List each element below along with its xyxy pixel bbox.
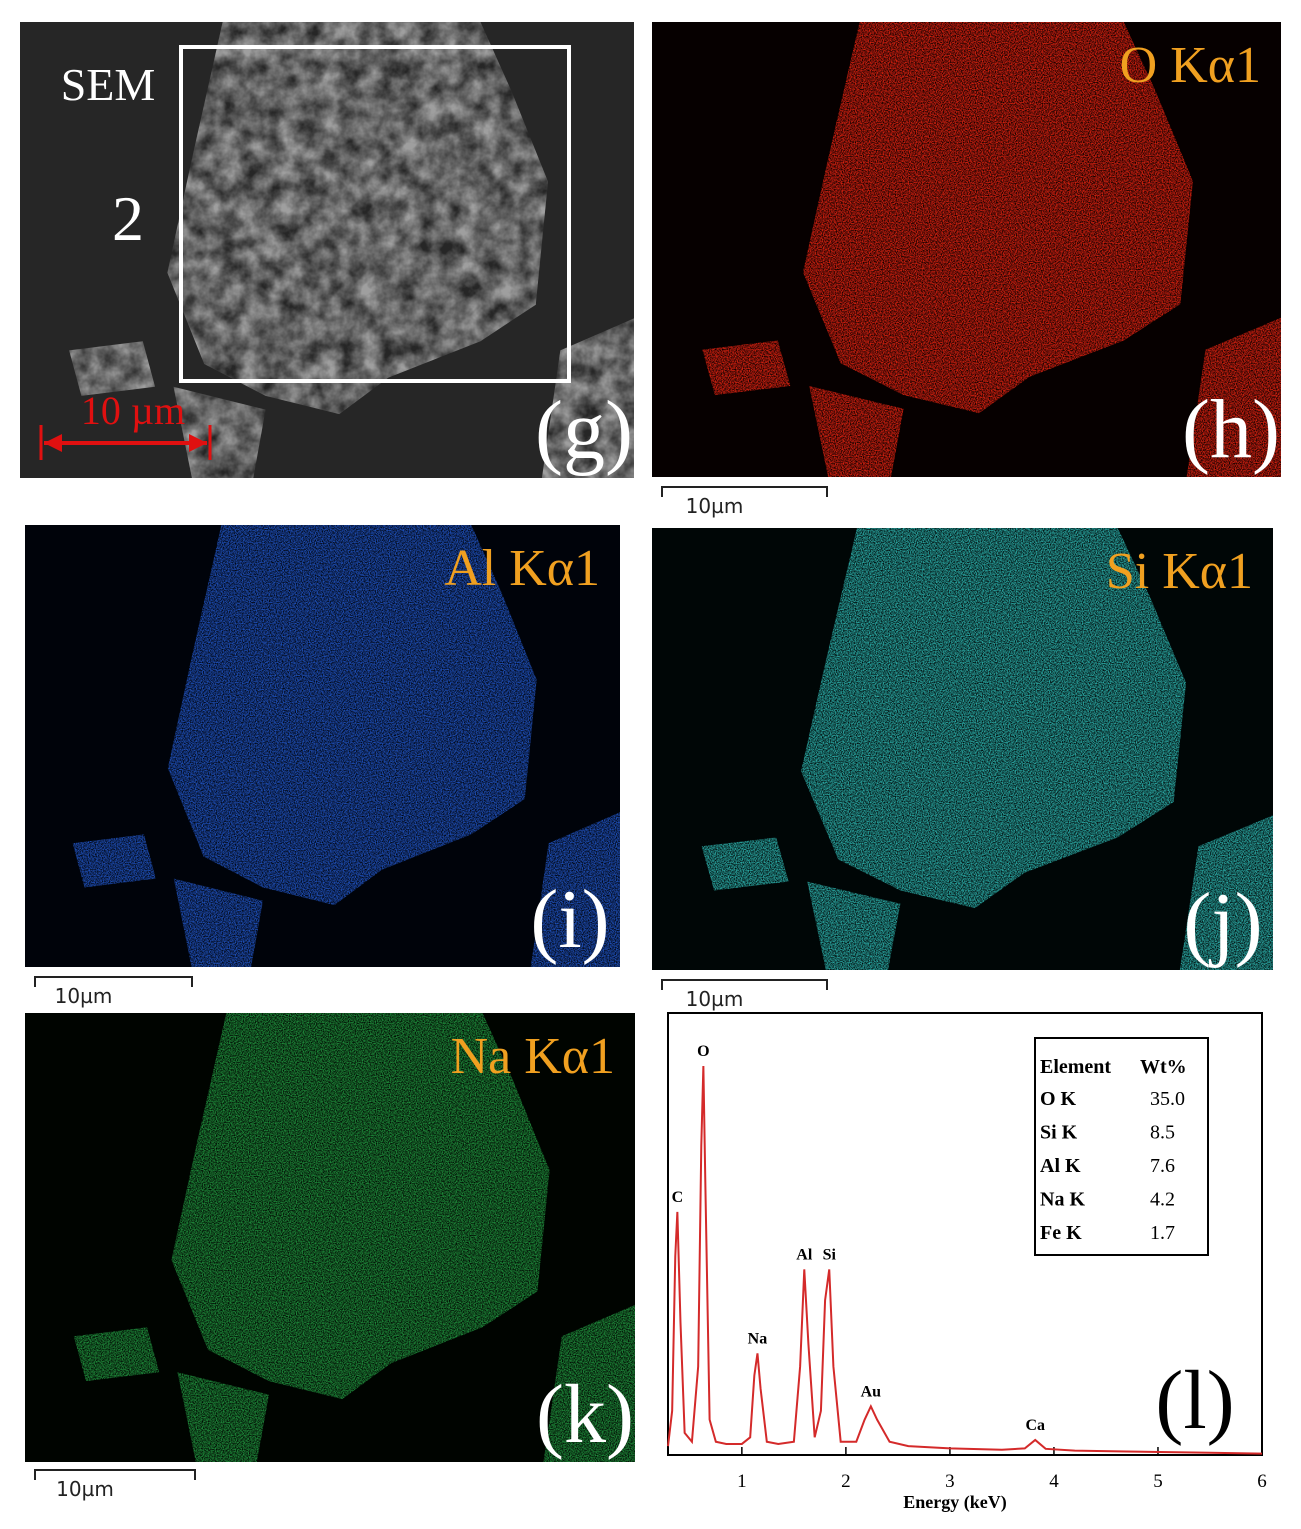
- scale-bar: [34, 976, 193, 987]
- panel-label: (i): [530, 873, 609, 966]
- table-header: Wt%: [1140, 1056, 1187, 1078]
- x-tick-label: 2: [841, 1471, 851, 1492]
- table-cell: 1.7: [1150, 1222, 1175, 1244]
- particle: [72, 834, 156, 888]
- table-cell: 7.6: [1150, 1155, 1175, 1177]
- scale-bar-label: 10 µm: [81, 388, 185, 433]
- scale-bar-label: 10µm: [56, 1477, 114, 1501]
- panel-label: (k): [536, 1368, 634, 1461]
- arrow-head: [189, 434, 207, 452]
- panel-title: Na Kα1: [451, 1028, 615, 1085]
- table-cell: Na K: [1040, 1189, 1085, 1211]
- peak-label: Au: [861, 1383, 882, 1400]
- peak-label: Ca: [1025, 1417, 1045, 1434]
- table-cell: 4.2: [1150, 1189, 1175, 1211]
- panel-title: Si Kα1: [1106, 543, 1253, 600]
- scale-bar: [34, 1469, 196, 1480]
- panel-title: O Kα1: [1120, 37, 1261, 94]
- particle: [543, 1304, 635, 1462]
- element-map: [72, 525, 620, 967]
- table-cell: Fe K: [1040, 1222, 1082, 1244]
- scale-bar-label: 10µm: [686, 987, 744, 1011]
- particle: [173, 878, 263, 967]
- region-label: 2: [112, 183, 144, 254]
- peak-label: O: [697, 1043, 709, 1060]
- particle: [541, 318, 634, 478]
- table-cell: 8.5: [1150, 1122, 1175, 1144]
- particle: [1179, 815, 1273, 970]
- element-map: [73, 1013, 635, 1462]
- panel-label: (l): [1155, 1354, 1234, 1447]
- element-map: [69, 22, 634, 478]
- scale-bar-label: 10µm: [55, 984, 113, 1008]
- peak-label: C: [672, 1189, 684, 1206]
- particle: [801, 528, 1187, 909]
- x-tick-label: 3: [945, 1471, 955, 1492]
- particle: [807, 881, 901, 970]
- table-cell: O K: [1040, 1088, 1077, 1110]
- peak-label: Si: [823, 1246, 837, 1263]
- particle: [167, 22, 549, 415]
- arrow-head: [44, 434, 62, 452]
- scale-bar: [661, 979, 828, 990]
- peak-label: Al: [796, 1246, 813, 1263]
- x-tick-label: 5: [1153, 1471, 1163, 1492]
- scale-bar: [661, 486, 828, 497]
- table-frame: [1034, 1037, 1209, 1256]
- particle: [171, 1013, 550, 1400]
- panel-label: (g): [535, 384, 633, 477]
- particle: [802, 22, 1193, 414]
- x-tick-label: 6: [1257, 1471, 1267, 1492]
- table-cell: Al K: [1040, 1155, 1081, 1177]
- particle: [73, 1327, 160, 1382]
- panel-title: SEM: [61, 59, 156, 110]
- table-cell: 35.0: [1150, 1088, 1185, 1110]
- particle: [702, 340, 791, 396]
- element-map: [702, 22, 1281, 477]
- element-map: [701, 528, 1273, 970]
- particle: [809, 386, 904, 477]
- table-header: Element: [1040, 1056, 1111, 1078]
- x-axis-label: Energy (keV): [903, 1492, 1006, 1513]
- particle: [167, 525, 537, 906]
- particle: [173, 386, 266, 478]
- particle: [177, 1372, 269, 1462]
- x-tick-label: 4: [1049, 1471, 1059, 1492]
- peak-label: Na: [748, 1330, 768, 1347]
- panel-label: (j): [1183, 876, 1262, 969]
- scale-bar-label: 10µm: [686, 494, 744, 518]
- region-box: [179, 45, 571, 383]
- panel-label: (h): [1182, 383, 1280, 476]
- table-cell: Si K: [1040, 1122, 1078, 1144]
- particle: [69, 341, 156, 396]
- panel-title: Al Kα1: [444, 540, 600, 597]
- spectrum-line: [667, 1066, 1263, 1455]
- x-tick-label: 1: [737, 1471, 747, 1492]
- particle: [530, 812, 620, 967]
- particle: [1186, 317, 1281, 477]
- particle: [701, 837, 789, 891]
